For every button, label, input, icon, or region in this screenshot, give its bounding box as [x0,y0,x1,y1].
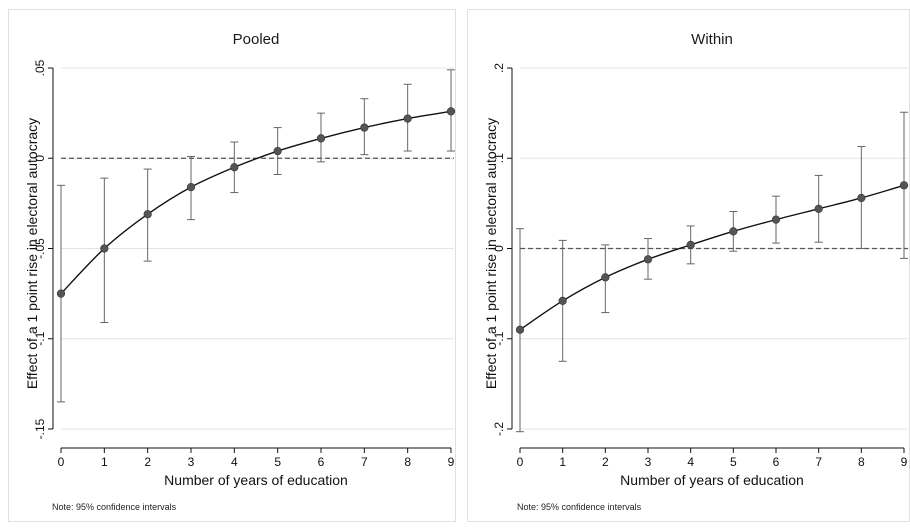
pooled-y-tick-label: 0 [33,155,47,162]
pooled-x-tick-label: 2 [144,455,151,469]
pooled-y-axis-title: Effect of a 1 point rise in electoral au… [24,118,40,389]
pooled-estimate-point [143,210,152,219]
within-estimate-point [558,296,567,305]
within-x-tick-label: 9 [901,455,908,469]
pooled-x-tick-label: 6 [318,455,325,469]
pooled-panel: Pooled -.15 -.1 -.05 0 .05 0 1 2 3 4 5 6 7 8 9 Number of… [8,9,456,522]
within-estimate-point [686,240,695,249]
within-x-tick-label: 8 [858,455,865,469]
pooled-estimate-point [273,146,282,156]
within-panel: Within -.2 -.1 0 .1 .2 0 1 2 3 4 5 6 7 8 9 Number of yea… [467,9,910,522]
within-x-tick-label: 5 [730,455,737,469]
within-estimate-line [519,184,905,331]
pooled-estimate-point [186,183,196,192]
pooled-x-tick-label: 3 [188,455,195,469]
pooled-panel-frame [8,9,456,522]
pooled-x-tick-label: 4 [231,455,238,469]
within-estimate-point [814,204,823,213]
pooled-x-tick-label: 0 [58,455,65,469]
pooled-x-tick-label: 7 [361,455,368,469]
within-estimate-point [643,255,653,264]
pooled-estimate-point [403,114,412,123]
pooled-x-tick-label: 8 [404,455,411,469]
within-x-tick-label: 0 [517,455,524,469]
within-x-tick-label: 7 [815,455,822,469]
within-estimate-point [601,273,610,282]
pooled-y-tick-label: -.1 [33,331,47,345]
within-estimate-point [771,215,781,224]
pooled-title: Pooled [233,31,280,48]
pooled-estimate-point [56,289,66,298]
within-x-tick-label: 6 [773,455,780,469]
within-panel-frame [467,9,910,522]
within-estimate-point [729,227,738,236]
pooled-y-tick-label: .05 [33,59,47,76]
pooled-x-axis-title: Number of years of education [164,472,348,488]
within-estimate-point [515,325,525,334]
within-y-axis-title: Effect of a 1 point rise in electoral au… [483,118,499,389]
pooled-estimate-point [316,134,326,143]
pooled-y-tick-label: -.05 [33,238,47,259]
within-title: Within [691,31,733,48]
within-estimate-point [899,181,909,190]
pooled-note: Note: 95% confidence intervals [52,502,177,512]
pooled-estimate-point [446,107,456,116]
within-x-tick-label: 1 [559,455,566,469]
pooled-estimate-point [230,163,239,172]
within-y-tick-label: .1 [492,153,506,163]
within-x-tick-label: 4 [687,455,694,469]
pooled-y-tick-label: -.15 [33,418,47,439]
within-estimate-point [857,193,866,203]
pooled-estimate-point [100,244,109,253]
within-y-tick-label: .2 [492,63,506,73]
within-note: Note: 95% confidence intervals [517,502,642,512]
pooled-x-tick-label: 1 [101,455,108,469]
pooled-x-tick-label: 5 [274,455,281,469]
pooled-estimate-line [60,110,452,295]
pooled-estimate-point [360,123,369,132]
pooled-x-tick-label: 9 [448,455,455,469]
within-y-tick-label: 0 [492,245,506,252]
within-x-tick-label: 3 [645,455,652,469]
within-y-tick-label: -.2 [492,422,506,436]
within-x-axis-title: Number of years of education [620,472,804,488]
within-y-tick-label: -.1 [492,331,506,345]
within-x-tick-label: 2 [602,455,609,469]
